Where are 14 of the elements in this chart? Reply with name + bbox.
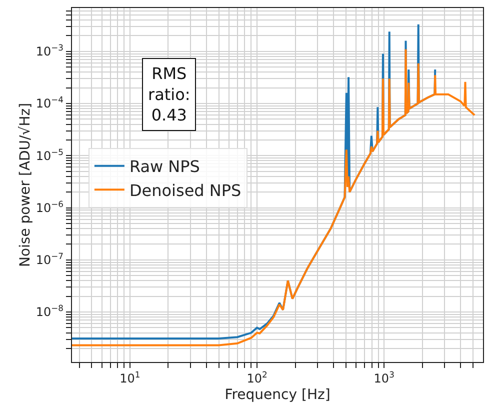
legend-label: Raw NPS (129, 157, 200, 176)
y-tick-label: 10$^{−4}$ (36, 94, 64, 111)
annotation: RMS ratio: 0.43 (148, 64, 190, 125)
x-tick-label: 10$^{3}$ (374, 369, 394, 386)
y-tick-label: 10$^{−8}$ (36, 303, 64, 320)
x-axis-title: Frequency [Hz] (224, 386, 330, 403)
y-tick-label: 10$^{−6}$ (36, 198, 64, 215)
x-tick-label: 10$^{1}$ (120, 369, 140, 386)
y-tick-label: 10$^{−3}$ (36, 42, 64, 59)
y-axis-title: Noise power [ADU/√Hz] (17, 102, 34, 268)
legend-label: Denoised NPS (129, 180, 242, 200)
y-tick-label: 10$^{−7}$ (36, 251, 64, 268)
x-tick-label: 10$^{2}$ (246, 369, 268, 386)
y-tick-label: 10$^{−5}$ (36, 146, 64, 163)
